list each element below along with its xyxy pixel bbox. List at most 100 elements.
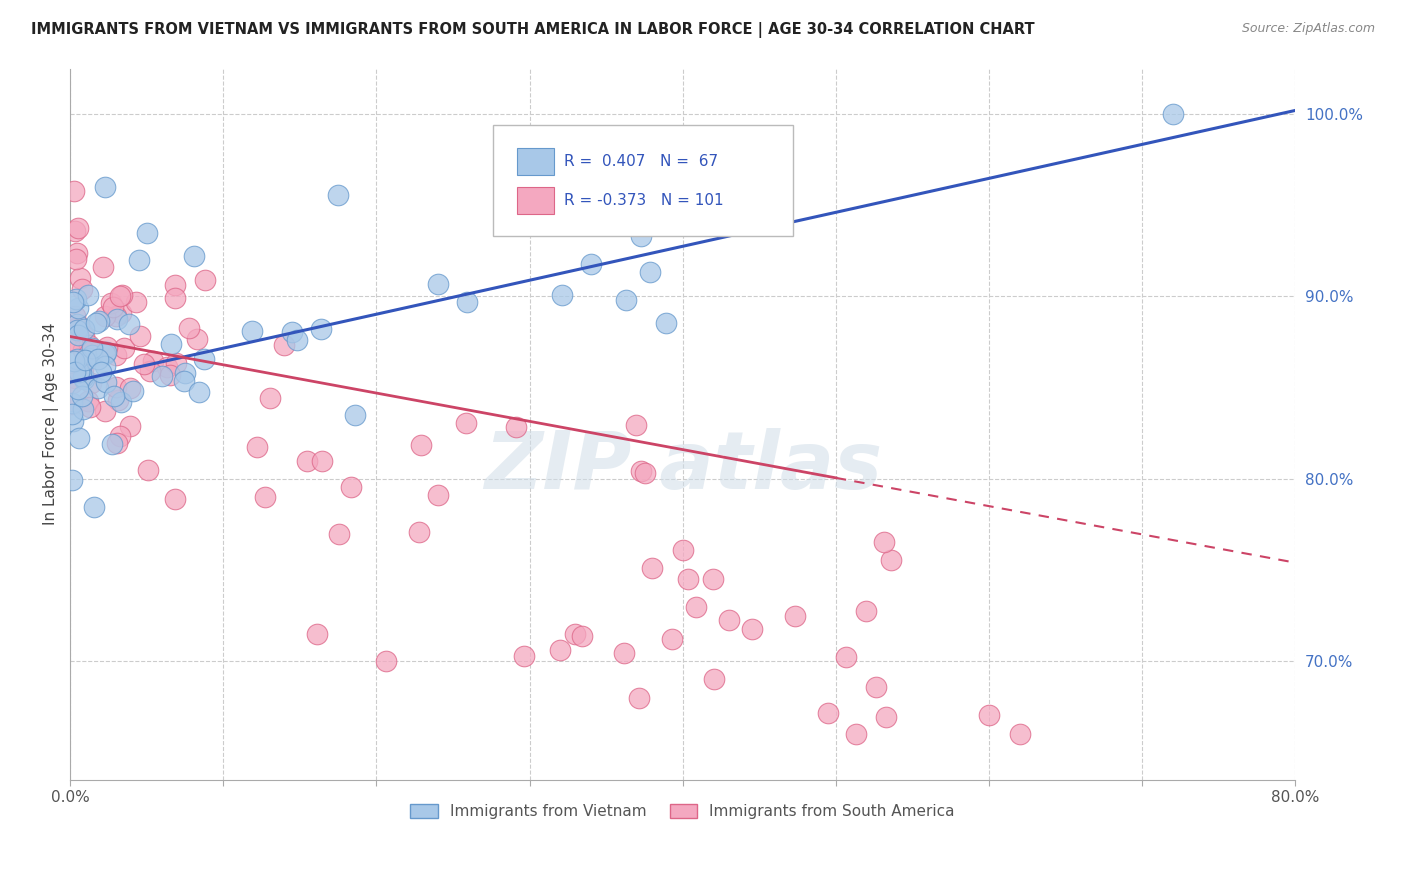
Point [285,333,308,347]
Point [65,252,87,267]
Point [110,306,132,320]
Point [855,604,877,618]
Point [128,252,150,267]
Point [326,188,349,202]
Point [571,628,593,642]
Point [82,343,104,357]
Point [676,572,699,586]
Point [107,393,129,408]
Point [87,314,110,328]
FancyBboxPatch shape [494,126,793,235]
Point [875,710,897,724]
Point [188,385,211,400]
Point [96,345,118,359]
Text: ZIP atlas: ZIP atlas [484,428,882,506]
Point [638,265,661,279]
Point [865,680,887,694]
Point [281,325,304,339]
Point [150,368,173,383]
Point [328,527,350,541]
Point [67,365,90,379]
Point [661,632,683,646]
Point [845,727,868,741]
Point [160,336,183,351]
Point [60,397,83,411]
Point [614,293,637,308]
Point [579,257,602,271]
Point [427,488,450,502]
Point [60,395,83,409]
Point [641,561,664,575]
Point [72,362,94,376]
Point [408,524,430,539]
Point [702,572,724,586]
Point [105,380,128,394]
Point [60,473,83,487]
Point [254,490,277,504]
Point [163,278,186,293]
Point [96,340,118,354]
Point [62,295,84,310]
Point [66,301,89,315]
Point [505,420,527,434]
Point [110,289,132,303]
Point [60,407,83,421]
Point [65,292,87,306]
Point [630,464,652,478]
Point [672,543,695,558]
Point [73,353,96,368]
Point [880,553,903,567]
Point [80,348,103,362]
Point [108,429,131,443]
Point [240,324,263,338]
Point [60,333,83,347]
Point [454,416,477,430]
Point [60,376,83,390]
Point [89,365,111,379]
Text: R = -0.373   N = 101: R = -0.373 N = 101 [564,194,724,208]
Point [110,395,132,409]
Point [630,228,652,243]
Text: Source: ZipAtlas.com: Source: ZipAtlas.com [1241,22,1375,36]
Point [72,343,94,357]
Point [194,273,217,287]
Point [77,351,100,365]
Point [125,295,148,310]
Point [156,359,179,374]
Point [873,535,896,549]
Point [72,369,94,384]
Point [136,226,159,240]
Point [93,359,115,374]
Point [94,180,117,194]
Point [67,382,90,396]
Point [273,338,295,352]
Point [339,480,361,494]
Point [63,371,86,385]
Point [977,708,1000,723]
Point [67,220,90,235]
Point [1008,727,1031,741]
Point [163,492,186,507]
Point [783,609,806,624]
Point [91,260,114,275]
Point [634,466,657,480]
Point [174,367,197,381]
Point [173,374,195,388]
Point [72,401,94,416]
Point [73,372,96,386]
Point [77,337,100,351]
Point [79,400,101,414]
Point [246,440,269,454]
Point [70,389,93,403]
Point [139,364,162,378]
Point [66,328,89,343]
Point [551,287,574,301]
Point [741,622,763,636]
Point [66,351,89,366]
Point [655,316,678,330]
Point [112,341,135,355]
Point [94,310,117,324]
Point [105,309,128,323]
Point [80,376,103,391]
Point [67,431,90,445]
